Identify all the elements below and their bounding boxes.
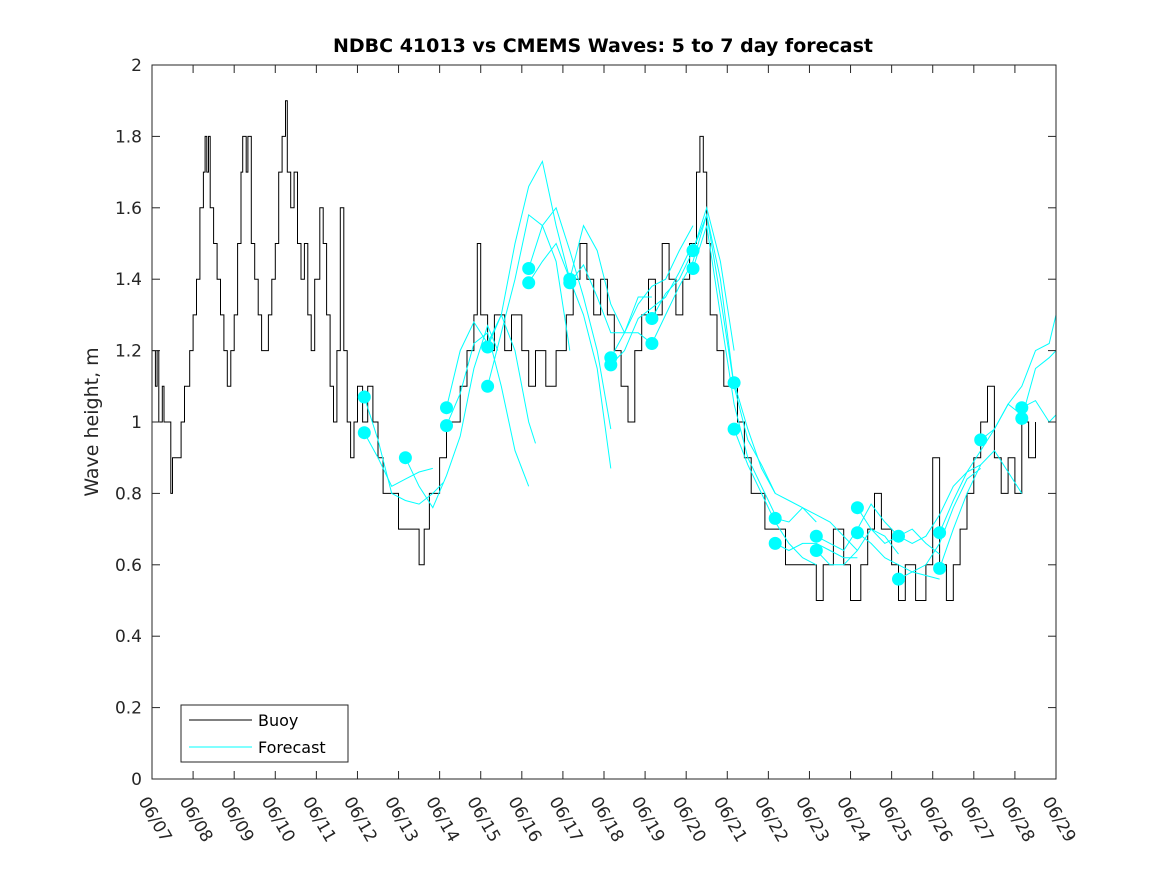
forecast-run-line (446, 331, 530, 487)
y-axis-label: Wave height, m (81, 347, 103, 496)
buoy-series-line (152, 100, 1036, 601)
forecast-run-line (446, 313, 536, 444)
forecast-marker (357, 426, 371, 440)
forecast-marker (727, 376, 741, 390)
y-tick-label: 1.4 (115, 270, 142, 290)
forecast-run-line (569, 263, 652, 334)
forecast-run-line (487, 214, 571, 387)
forecast-marker (645, 312, 659, 325)
legend: Buoy Forecast (180, 704, 349, 763)
forecast-marker (522, 262, 536, 275)
y-tick-label: 1.8 (115, 127, 142, 147)
forecast-marker (809, 544, 823, 557)
forecast-run-line (610, 243, 694, 366)
forecast-run-line (1021, 350, 1057, 419)
y-tick-label: 1.2 (115, 342, 142, 362)
forecast-marker (933, 561, 947, 575)
forecast-marker (645, 337, 659, 350)
forecast-run-line (569, 224, 653, 344)
forecast-marker (1015, 411, 1029, 425)
y-tick-label: 1 (131, 413, 142, 433)
forecast-marker (522, 276, 536, 290)
forecast-run-line (775, 507, 858, 551)
legend-label-buoy: Buoy (258, 711, 298, 730)
forecast-run-line (528, 206, 612, 430)
forecast-run-line (610, 225, 694, 358)
forecast-marker (892, 529, 905, 543)
forecast-marker (933, 526, 947, 540)
forecast-run-line (1021, 399, 1057, 423)
forecast-run-line (857, 532, 940, 580)
forecast-marker (850, 501, 864, 515)
forecast-run-line (980, 314, 1057, 441)
forecast-run-line (404, 324, 499, 509)
y-tick-label: 0.2 (115, 699, 142, 719)
forecast-run-line (651, 214, 735, 387)
forecast-run-line (692, 225, 776, 516)
forecast-marker (604, 358, 618, 372)
forecast-marker (563, 276, 577, 290)
forecast-marker (850, 526, 864, 540)
forecast-run-line (363, 432, 433, 487)
forecast-run-line (939, 449, 1023, 569)
forecast-marker (727, 422, 741, 436)
forecast-marker (440, 401, 453, 415)
legend-box (180, 704, 349, 763)
y-tick-label: 0.8 (115, 484, 142, 504)
forecast-run-line (815, 528, 899, 566)
forecast-marker (768, 511, 782, 525)
legend-label-forecast: Forecast (258, 738, 326, 757)
y-tick-label: 0 (131, 770, 142, 790)
y-tick-label: 1.6 (115, 199, 142, 219)
y-tick-label: 2 (131, 56, 142, 76)
forecast-marker (809, 529, 823, 543)
chart-title: NDBC 41013 vs CMEMS Waves: 5 to 7 day fo… (333, 35, 873, 57)
forecast-marker (686, 262, 700, 275)
forecast-marker (481, 340, 495, 354)
forecast-marker (686, 244, 700, 258)
forecast-marker (357, 390, 371, 404)
forecast-marker (481, 379, 495, 393)
forecast-run-line (487, 159, 571, 348)
forecast-marker (398, 451, 412, 465)
forecast-marker (440, 419, 453, 433)
plot-area (152, 100, 1057, 601)
forecast-marker (892, 572, 905, 586)
y-tick-label: 0.4 (115, 627, 142, 647)
forecast-marker (768, 536, 782, 550)
forecast-run-line (898, 468, 982, 580)
y-tick-label: 0.6 (115, 556, 142, 576)
forecast-run-line (774, 542, 858, 559)
forecast-marker (974, 433, 988, 447)
forecast-run-line (363, 396, 444, 505)
forecast-marker (1015, 401, 1029, 415)
